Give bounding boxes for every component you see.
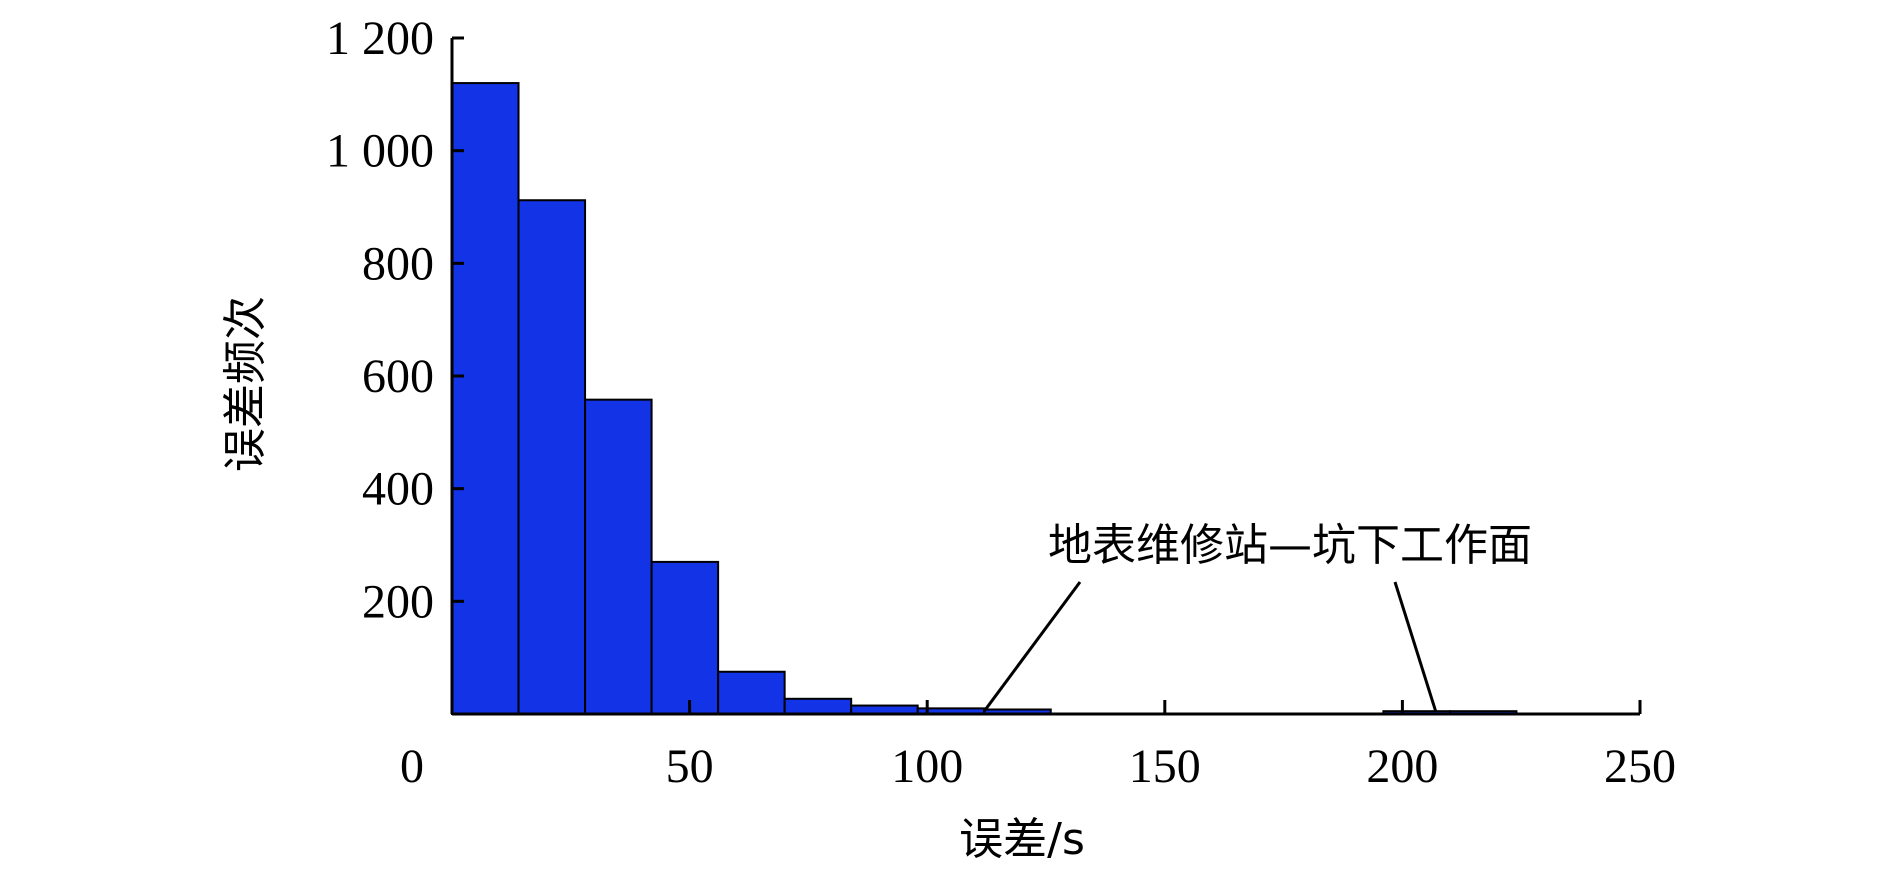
- y-tick-label-2: 600: [362, 350, 434, 403]
- annotation-leader-line-1: [1393, 581, 1438, 712]
- x-tick-label-5: 250: [1604, 740, 1676, 793]
- x-axis-label: 误差/s: [959, 814, 1085, 865]
- labels-group: 误差/s 误差频次: [220, 296, 1085, 865]
- y-tick-label-1: 400: [362, 463, 434, 516]
- x-tick-label-2: 100: [891, 740, 963, 793]
- histogram-bar-4: [717, 670, 786, 715]
- x-tick-label-4: 200: [1366, 740, 1438, 793]
- histogram-bar-2: [584, 398, 653, 715]
- histogram-bar-0: [451, 82, 520, 716]
- histogram-bar-5: [783, 697, 853, 715]
- annotation-text: 地表维修站—坑下工作面: [1048, 520, 1532, 571]
- annotation-group: 地表维修站—坑下工作面: [983, 520, 1532, 713]
- bars-group: [451, 82, 1518, 716]
- y-tick-label-0: 200: [362, 575, 434, 628]
- y-tick-label-3: 800: [362, 237, 434, 290]
- y-axis-label: 误差频次: [220, 296, 271, 472]
- y-tick-label-5: 1 200: [326, 12, 434, 65]
- y-tick-label-4: 1 000: [326, 125, 434, 178]
- x-tick-label-0: 0: [400, 740, 424, 793]
- x-tick-label-3: 150: [1129, 740, 1201, 793]
- ticks-group: 200 400 600 800 1 000 1 200 0 50 100 150 200 250: [326, 12, 1676, 793]
- histogram-bar-1: [517, 199, 587, 716]
- histogram-bar-3: [650, 560, 720, 716]
- annotation-leader-line-0: [983, 581, 1082, 713]
- x-tick-label-1: 50: [666, 740, 714, 793]
